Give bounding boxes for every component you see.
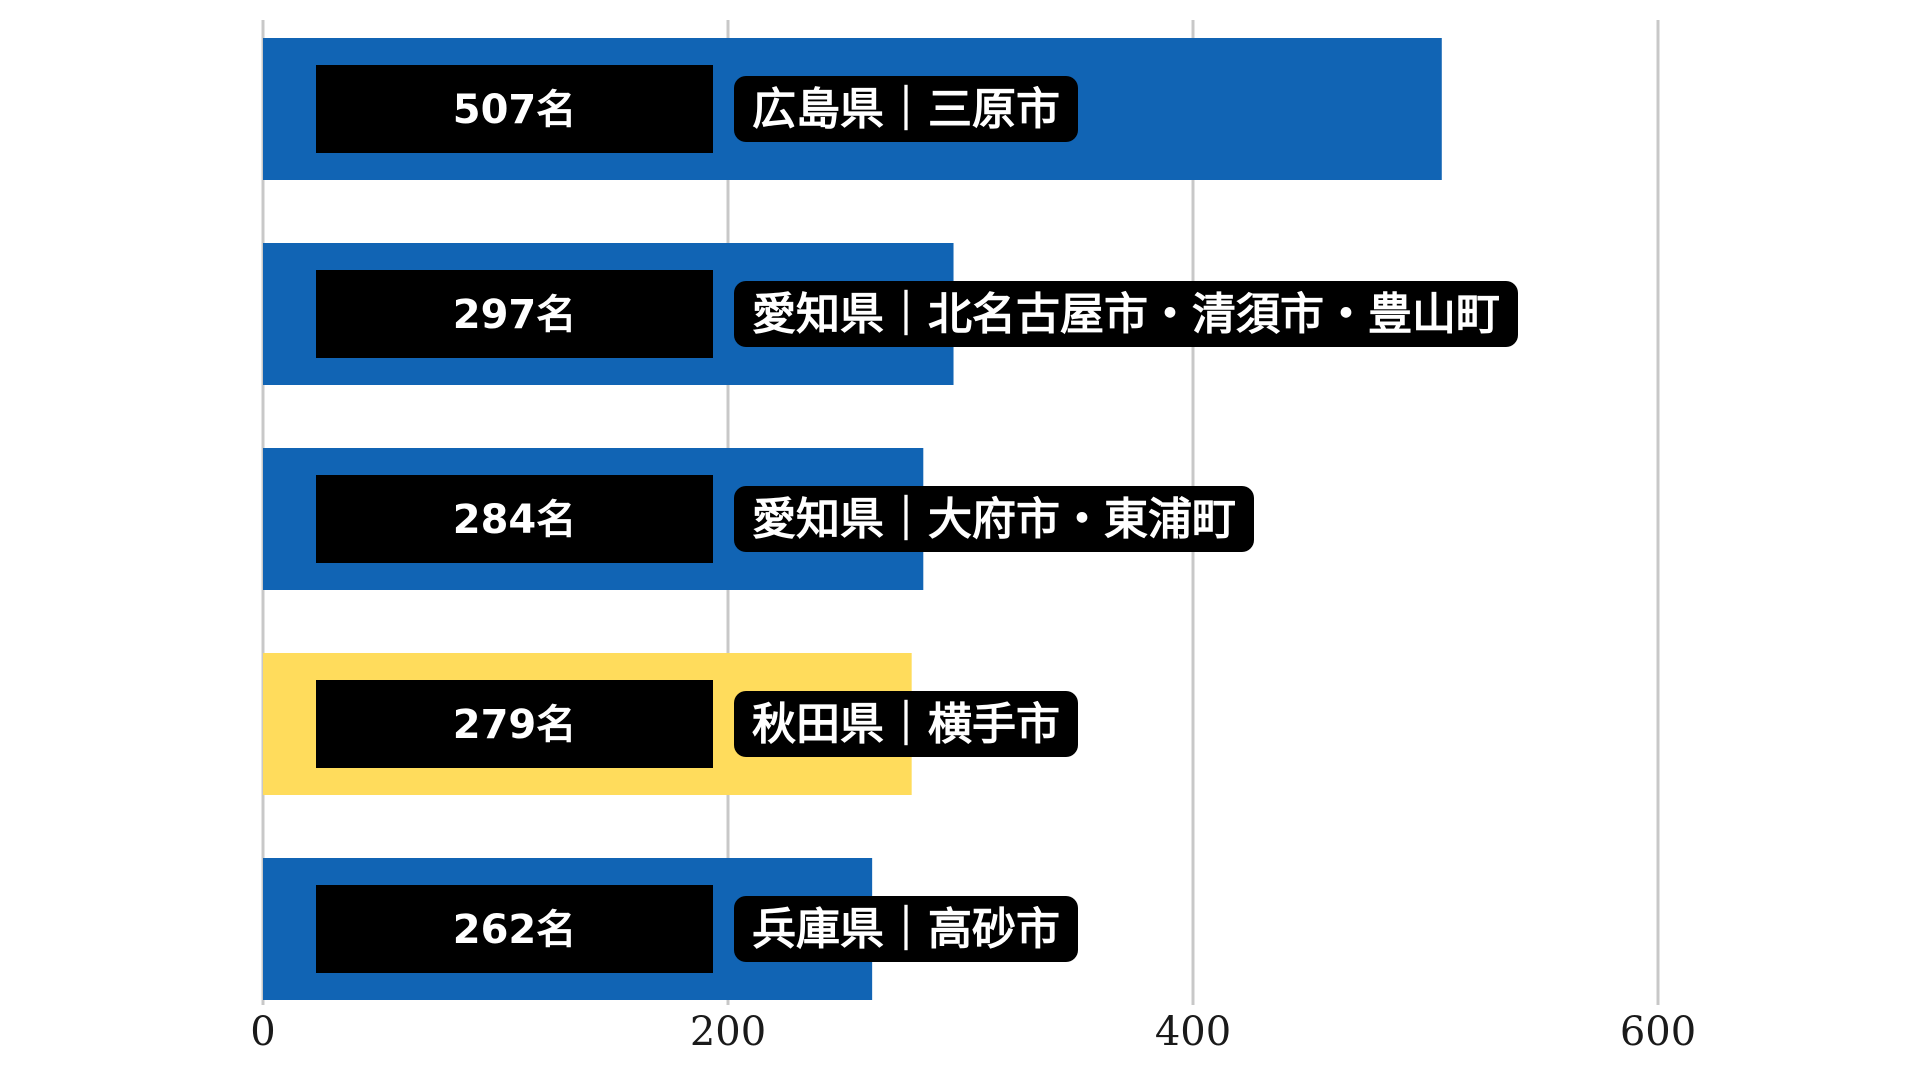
category-label: 愛知県｜北名古屋市・清須市・豊山町 (752, 289, 1500, 340)
value-label-box (316, 885, 713, 973)
category-label-box (734, 281, 1518, 347)
bar-row: 262名 兵庫県｜高砂市 (263, 858, 1078, 1000)
category-label-box (734, 896, 1078, 962)
category-label: 秋田県｜横手市 (752, 699, 1060, 750)
x-tick-label: 200 (690, 1009, 766, 1055)
bar-row: 284名 愛知県｜大府市・東浦町 (263, 448, 1254, 590)
bar-layer: 507名 広島県｜三原市 297名 愛知県｜北名古屋市・清須市・豊山町 284名 愛知県｜… (263, 38, 1518, 1000)
value-label-box (316, 680, 713, 768)
x-tick-label: 600 (1620, 1009, 1696, 1055)
bar-row: 279名 秋田県｜横手市 (263, 653, 1078, 795)
x-tick-label: 0 (250, 1009, 275, 1055)
category-label: 愛知県｜大府市・東浦町 (752, 494, 1236, 545)
category-label: 兵庫県｜高砂市 (752, 904, 1060, 955)
category-label-box (734, 486, 1254, 552)
category-label-box (734, 76, 1078, 142)
bar-row: 507名 広島県｜三原市 (263, 38, 1442, 180)
category-label: 広島県｜三原市 (752, 84, 1060, 135)
value-label: 262名 (453, 907, 577, 953)
bar-row: 297名 愛知県｜北名古屋市・清須市・豊山町 (263, 243, 1518, 385)
value-label: 279名 (453, 702, 577, 748)
x-axis-ticks: 0 200 400 600 (250, 1009, 1696, 1055)
value-label: 284名 (453, 497, 577, 543)
value-label: 297名 (453, 292, 577, 338)
value-label-box (316, 475, 713, 563)
value-label-box (316, 270, 713, 358)
category-label-box (734, 691, 1078, 757)
value-label-box (316, 65, 713, 153)
x-tick-label: 400 (1155, 1009, 1231, 1055)
value-label: 507名 (453, 87, 577, 133)
